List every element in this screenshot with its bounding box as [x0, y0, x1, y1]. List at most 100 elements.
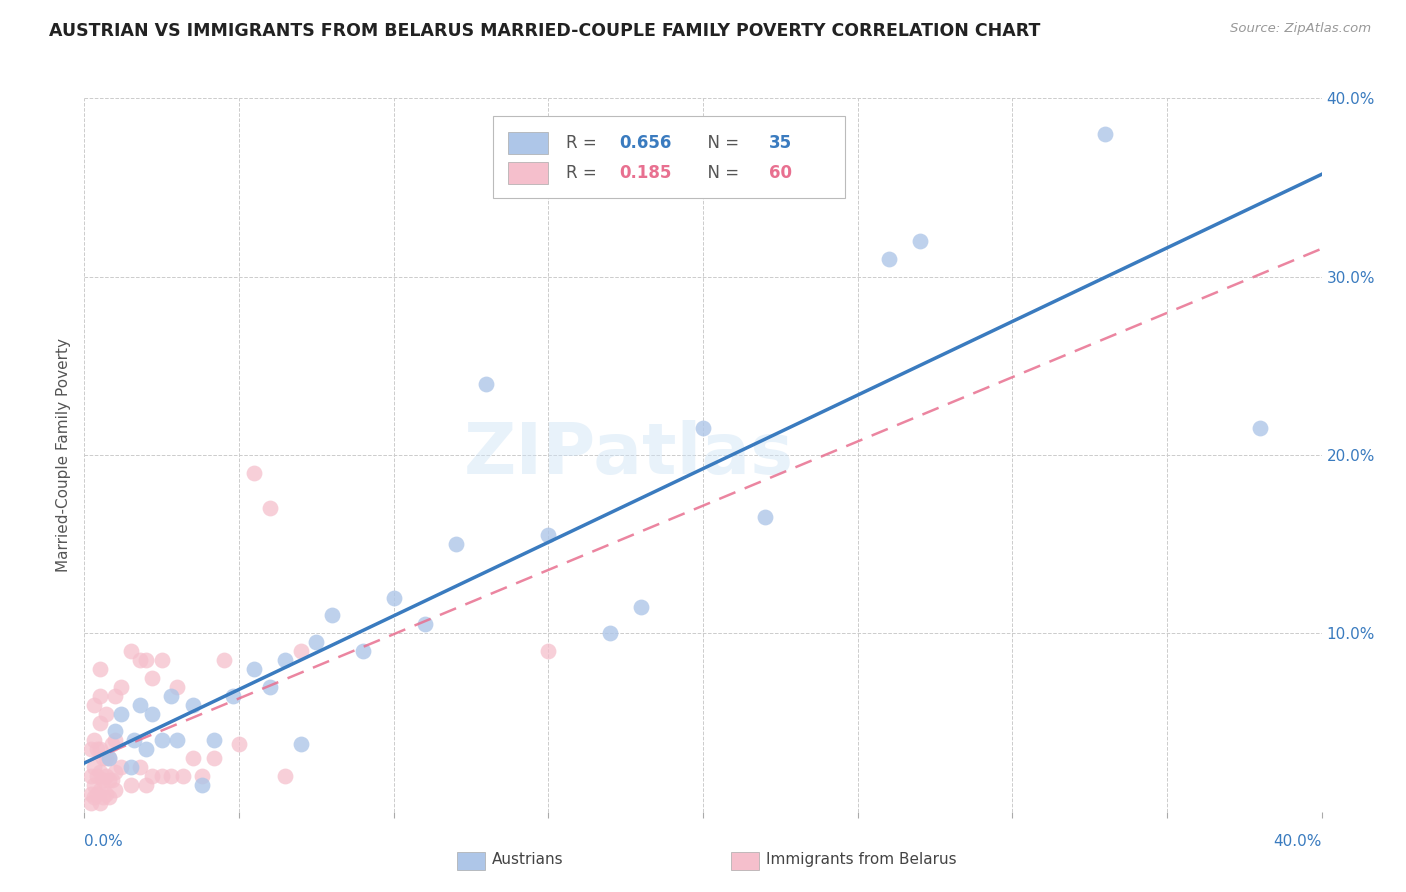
- Point: [305, 635, 328, 649]
- Text: ZIPatlas: ZIPatlas: [464, 420, 794, 490]
- Point: [321, 608, 343, 623]
- Point: [83, 760, 105, 774]
- Point: [110, 680, 132, 694]
- Text: 60: 60: [769, 164, 792, 182]
- Point: [135, 778, 157, 792]
- Text: 0.0%: 0.0%: [84, 834, 124, 849]
- Point: [212, 653, 235, 667]
- Point: [243, 662, 266, 676]
- Point: [129, 698, 152, 712]
- Point: [86, 787, 108, 801]
- Point: [135, 742, 157, 756]
- Point: [129, 653, 152, 667]
- Point: [94, 706, 117, 721]
- Point: [382, 591, 405, 605]
- Point: [101, 737, 124, 751]
- Point: [908, 234, 931, 248]
- Point: [94, 751, 117, 765]
- Point: [120, 778, 142, 792]
- Text: R =: R =: [565, 134, 602, 152]
- Point: [599, 626, 621, 640]
- Point: [110, 706, 132, 721]
- Point: [83, 733, 105, 747]
- Point: [104, 765, 127, 780]
- Point: [191, 769, 214, 783]
- Point: [150, 653, 173, 667]
- Text: 35: 35: [769, 134, 792, 152]
- Point: [89, 662, 111, 676]
- Point: [94, 769, 117, 783]
- Point: [537, 528, 560, 542]
- Point: [141, 769, 163, 783]
- FancyBboxPatch shape: [492, 116, 845, 198]
- Point: [79, 787, 101, 801]
- Point: [79, 769, 101, 783]
- Point: [110, 760, 132, 774]
- Point: [692, 421, 714, 435]
- Point: [166, 680, 188, 694]
- Point: [172, 769, 194, 783]
- Point: [98, 790, 121, 805]
- Text: R =: R =: [565, 164, 607, 182]
- Point: [160, 689, 183, 703]
- Point: [150, 733, 173, 747]
- Point: [228, 737, 250, 751]
- Point: [290, 737, 312, 751]
- Point: [104, 733, 127, 747]
- Point: [181, 751, 204, 765]
- Point: [259, 501, 281, 516]
- Point: [83, 790, 105, 805]
- Text: 0.656: 0.656: [619, 134, 671, 152]
- Point: [120, 644, 142, 658]
- Point: [259, 680, 281, 694]
- Point: [86, 742, 108, 756]
- Point: [83, 778, 105, 792]
- Point: [191, 778, 214, 792]
- Point: [89, 765, 111, 780]
- Text: AUSTRIAN VS IMMIGRANTS FROM BELARUS MARRIED-COUPLE FAMILY POVERTY CORRELATION CH: AUSTRIAN VS IMMIGRANTS FROM BELARUS MARR…: [49, 22, 1040, 40]
- Point: [98, 772, 121, 787]
- Point: [104, 724, 127, 739]
- Point: [222, 689, 245, 703]
- Point: [141, 671, 163, 685]
- Point: [135, 653, 157, 667]
- Point: [202, 751, 225, 765]
- Text: N =: N =: [697, 134, 744, 152]
- Point: [1249, 421, 1271, 435]
- Text: Austrians: Austrians: [492, 853, 564, 867]
- Point: [89, 742, 111, 756]
- Point: [150, 769, 173, 783]
- Point: [352, 644, 374, 658]
- Point: [98, 751, 121, 765]
- Point: [91, 790, 114, 805]
- Text: 0.185: 0.185: [619, 164, 671, 182]
- Point: [122, 733, 145, 747]
- Point: [79, 742, 101, 756]
- Point: [475, 376, 498, 391]
- Point: [86, 769, 108, 783]
- Point: [444, 537, 467, 551]
- Point: [83, 698, 105, 712]
- Point: [290, 644, 312, 658]
- Point: [181, 698, 204, 712]
- Text: Immigrants from Belarus: Immigrants from Belarus: [766, 853, 957, 867]
- Point: [120, 760, 142, 774]
- Point: [89, 783, 111, 797]
- Point: [274, 769, 297, 783]
- Point: [754, 510, 776, 524]
- Y-axis label: Married-Couple Family Poverty: Married-Couple Family Poverty: [56, 338, 72, 572]
- Point: [413, 617, 436, 632]
- Point: [160, 769, 183, 783]
- Point: [537, 644, 560, 658]
- Point: [89, 715, 111, 730]
- Point: [89, 796, 111, 810]
- FancyBboxPatch shape: [508, 162, 548, 184]
- Text: N =: N =: [697, 164, 744, 182]
- Text: Source: ZipAtlas.com: Source: ZipAtlas.com: [1230, 22, 1371, 36]
- Point: [91, 772, 114, 787]
- Point: [1094, 127, 1116, 141]
- Point: [243, 466, 266, 480]
- Point: [166, 733, 188, 747]
- Point: [91, 751, 114, 765]
- FancyBboxPatch shape: [508, 132, 548, 153]
